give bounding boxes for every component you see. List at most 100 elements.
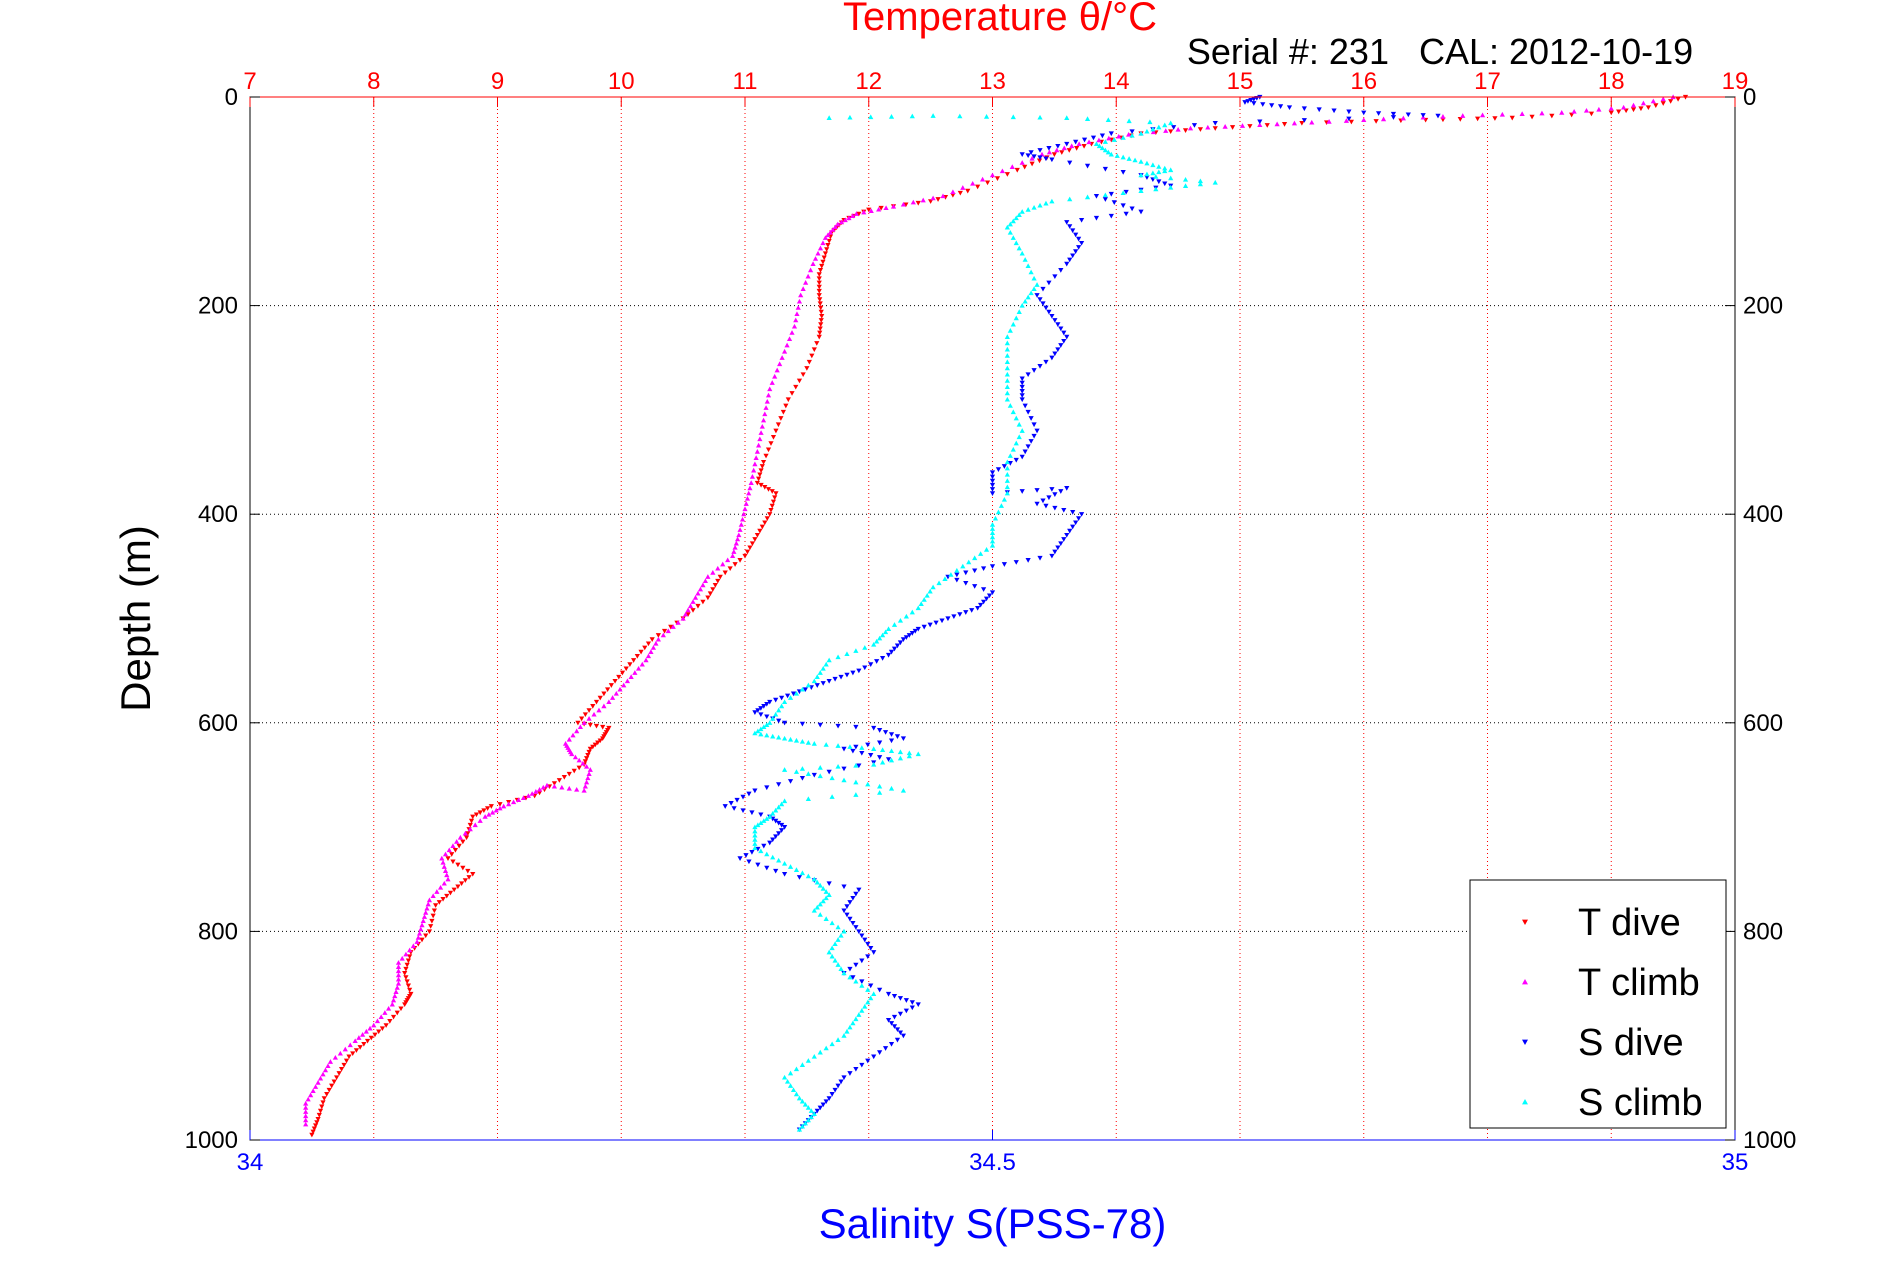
- data-point: [894, 1027, 901, 1033]
- data-point: [1034, 488, 1040, 493]
- legend-marker: [1522, 979, 1528, 985]
- data-point: [835, 743, 841, 748]
- data-point: [1037, 155, 1043, 161]
- data-point: [909, 631, 915, 636]
- data-point: [773, 491, 779, 496]
- data-point: [465, 868, 471, 874]
- data-point: [800, 372, 806, 378]
- data-point: [1034, 293, 1040, 298]
- data-point: [1569, 112, 1575, 118]
- data-point: [1052, 505, 1058, 511]
- data-point: [440, 896, 446, 902]
- data-point: [1046, 146, 1052, 151]
- data-point: [1037, 364, 1043, 369]
- data-point: [897, 755, 904, 761]
- data-point: [1067, 160, 1073, 166]
- data-point: [817, 773, 823, 779]
- data-point: [811, 1053, 817, 1059]
- data-point: [1390, 111, 1397, 117]
- data-point: [832, 676, 838, 682]
- data-point: [1277, 104, 1284, 109]
- data-point: [989, 172, 996, 178]
- data-point: [826, 238, 832, 244]
- data-point: [407, 954, 413, 960]
- data-point: [1076, 141, 1082, 147]
- data-point: [648, 649, 654, 654]
- data-point: [455, 884, 461, 890]
- data-point: [773, 428, 779, 434]
- data-point: [868, 114, 874, 120]
- data-point: [737, 527, 743, 532]
- data-point: [586, 716, 592, 721]
- data-point: [818, 305, 824, 311]
- data-point: [779, 801, 785, 807]
- data-point: [856, 211, 862, 217]
- data-point: [1040, 301, 1046, 307]
- data-point: [470, 871, 476, 877]
- data-point: [442, 851, 449, 857]
- data-point: [751, 467, 757, 473]
- data-point: [1043, 503, 1049, 509]
- data-point: [1373, 119, 1379, 124]
- data-point: [326, 1087, 332, 1093]
- data-point: [850, 748, 856, 754]
- data-point: [1025, 372, 1031, 378]
- data-point: [1529, 114, 1535, 120]
- temp-tick-label: 17: [1474, 68, 1501, 95]
- series-t-dive: [309, 94, 1689, 1138]
- data-point: [782, 348, 788, 354]
- data-point: [877, 783, 883, 789]
- data-point: [581, 720, 587, 725]
- data-point: [909, 1005, 915, 1011]
- data-point: [433, 903, 439, 908]
- data-point: [665, 628, 671, 634]
- data-point: [811, 678, 817, 684]
- data-point: [1150, 126, 1156, 132]
- data-point: [841, 766, 847, 772]
- data-point: [805, 771, 811, 776]
- data-point: [587, 767, 593, 772]
- data-point: [986, 593, 993, 599]
- data-point: [757, 472, 763, 478]
- data-point: [1010, 409, 1016, 415]
- temp-tick-label: 15: [1227, 68, 1254, 95]
- data-point: [1049, 553, 1055, 559]
- data-point: [859, 1062, 865, 1068]
- data-point: [752, 537, 758, 542]
- data-point: [394, 1010, 400, 1016]
- data-point: [1049, 313, 1055, 319]
- data-point: [601, 691, 607, 697]
- data-point: [1405, 112, 1411, 118]
- data-point: [460, 865, 466, 871]
- data-point: [420, 918, 426, 924]
- data-point: [793, 384, 799, 390]
- data-point: [529, 791, 535, 796]
- data-point: [1001, 496, 1007, 502]
- data-point: [830, 227, 836, 232]
- data-point: [1052, 549, 1058, 555]
- data-point: [488, 804, 494, 809]
- data-point: [1019, 454, 1025, 460]
- data-point: [770, 499, 777, 505]
- data-point: [787, 779, 794, 784]
- data-point: [540, 784, 546, 790]
- data-point: [888, 114, 895, 119]
- data-point: [758, 482, 764, 488]
- data-point: [1004, 353, 1010, 358]
- data-point: [779, 822, 785, 828]
- data-point: [1064, 141, 1070, 147]
- data-point: [1022, 298, 1028, 304]
- data-point: [933, 620, 939, 626]
- data-point: [1120, 190, 1126, 196]
- data-point: [331, 1079, 337, 1085]
- data-point: [342, 1046, 348, 1052]
- data-point: [1055, 143, 1061, 149]
- data-point: [566, 736, 572, 742]
- data-point: [787, 736, 794, 742]
- data-point: [890, 203, 897, 209]
- data-point: [835, 723, 841, 729]
- data-point: [920, 197, 926, 203]
- data-point: [1660, 96, 1666, 102]
- data-point: [910, 199, 916, 205]
- data-point: [829, 1092, 835, 1097]
